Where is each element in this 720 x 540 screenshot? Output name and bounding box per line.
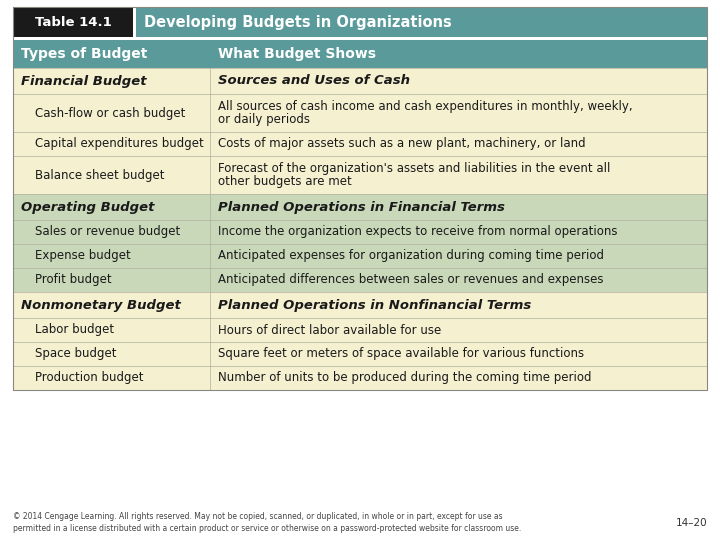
Text: Developing Budgets in Organizations: Developing Budgets in Organizations <box>144 15 451 30</box>
Text: Operating Budget: Operating Budget <box>21 200 155 213</box>
Bar <box>13 7 133 37</box>
Text: Cash-flow or cash budget: Cash-flow or cash budget <box>35 106 185 119</box>
Text: © 2014 Cengage Learning. All rights reserved. May not be copied, scanned, or dup: © 2014 Cengage Learning. All rights rese… <box>13 512 521 533</box>
Text: or daily periods: or daily periods <box>218 113 310 126</box>
Text: Expense budget: Expense budget <box>35 249 131 262</box>
Text: 14–20: 14–20 <box>675 518 707 528</box>
Text: Capital expenditures budget: Capital expenditures budget <box>35 138 204 151</box>
Text: Table 14.1: Table 14.1 <box>35 16 112 29</box>
Bar <box>13 268 707 292</box>
Text: Labor budget: Labor budget <box>35 323 114 336</box>
Bar <box>13 94 707 132</box>
Text: Space budget: Space budget <box>35 348 117 361</box>
Text: Income the organization expects to receive from normal operations: Income the organization expects to recei… <box>218 226 618 239</box>
Bar <box>13 342 707 366</box>
Text: All sources of cash income and cash expenditures in monthly, weekly,: All sources of cash income and cash expe… <box>218 100 633 113</box>
Text: Anticipated expenses for organization during coming time period: Anticipated expenses for organization du… <box>218 249 604 262</box>
Text: Types of Budget: Types of Budget <box>21 47 148 61</box>
Bar <box>13 244 707 268</box>
Text: Sources and Uses of Cash: Sources and Uses of Cash <box>218 75 410 87</box>
Text: Nonmonetary Budget: Nonmonetary Budget <box>21 299 181 312</box>
Text: Costs of major assets such as a new plant, machinery, or land: Costs of major assets such as a new plan… <box>218 138 585 151</box>
Text: Square feet or meters of space available for various functions: Square feet or meters of space available… <box>218 348 584 361</box>
Text: Balance sheet budget: Balance sheet budget <box>35 168 164 181</box>
Text: Forecast of the organization's assets and liabilities in the event all: Forecast of the organization's assets an… <box>218 162 611 175</box>
Text: Production budget: Production budget <box>35 372 143 384</box>
Text: Financial Budget: Financial Budget <box>21 75 147 87</box>
Bar <box>13 156 707 194</box>
Bar <box>13 7 707 390</box>
Text: Hours of direct labor available for use: Hours of direct labor available for use <box>218 323 441 336</box>
Bar <box>13 194 707 220</box>
Bar <box>136 7 707 37</box>
Bar <box>13 132 707 156</box>
Bar <box>13 292 707 318</box>
Text: Sales or revenue budget: Sales or revenue budget <box>35 226 180 239</box>
Text: Anticipated differences between sales or revenues and expenses: Anticipated differences between sales or… <box>218 273 603 287</box>
Text: Planned Operations in Financial Terms: Planned Operations in Financial Terms <box>218 200 505 213</box>
Bar <box>13 40 707 68</box>
Bar <box>13 68 707 94</box>
Text: Profit budget: Profit budget <box>35 273 112 287</box>
Text: What Budget Shows: What Budget Shows <box>218 47 376 61</box>
Text: Planned Operations in Nonfinancial Terms: Planned Operations in Nonfinancial Terms <box>218 299 531 312</box>
Bar <box>13 318 707 342</box>
Bar <box>13 220 707 244</box>
Bar <box>13 366 707 390</box>
Text: Number of units to be produced during the coming time period: Number of units to be produced during th… <box>218 372 592 384</box>
Text: other budgets are met: other budgets are met <box>218 175 352 188</box>
